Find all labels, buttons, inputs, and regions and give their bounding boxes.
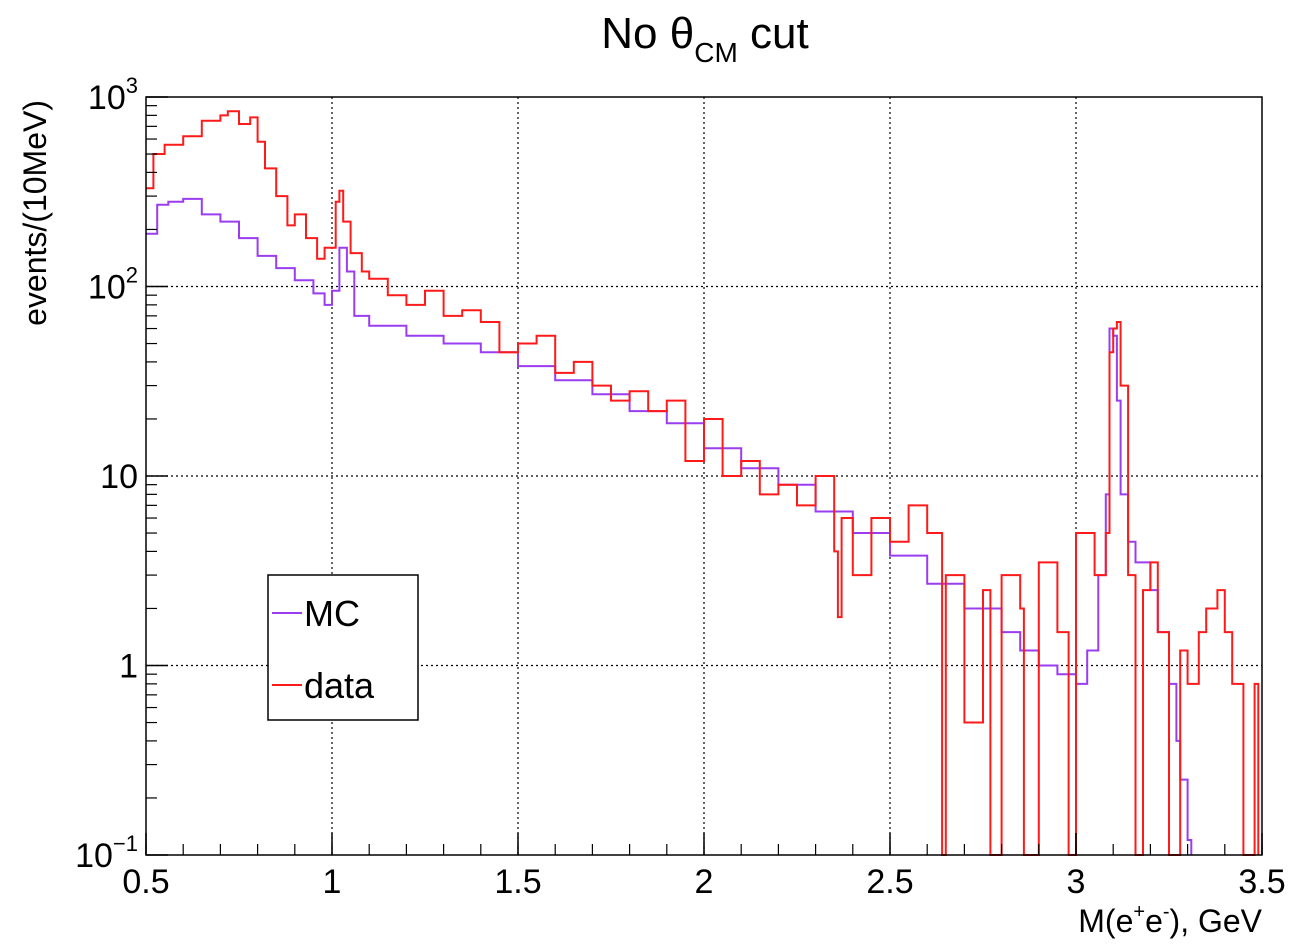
chart-title-main: No θ: [601, 9, 694, 58]
x-tick-label: 0.5: [122, 863, 169, 901]
y-tick-label: 102: [88, 263, 138, 307]
series-line-mc: [146, 197, 1193, 855]
chart-title-subscript: CM: [694, 37, 738, 68]
x-tick-label: 2: [695, 863, 714, 901]
x-axis-title: M(e+e-), GeV: [1078, 901, 1262, 939]
plot-frame: [145, 96, 1263, 856]
x-axis-title-sup2: -: [1163, 901, 1170, 923]
x-tick-label: 1.5: [494, 863, 541, 901]
x-tick-label: 2.5: [866, 863, 913, 901]
y-tick-label: 1: [119, 648, 138, 686]
x-axis-title-mid: e: [1145, 903, 1163, 939]
y-axis-title: events/(10MeV): [17, 100, 53, 326]
y-tick-label: 103: [88, 73, 138, 117]
series-line-data: [146, 110, 1260, 856]
legend-data-label: data: [304, 665, 375, 706]
x-axis-title-pre: M(e: [1078, 903, 1133, 939]
y-tick-label: 10: [100, 458, 138, 496]
x-axis-title-sup1: +: [1133, 901, 1145, 923]
legend-mc-label: MC: [304, 593, 360, 634]
legend: MC data: [267, 574, 419, 721]
x-tick-label: 3: [1067, 863, 1086, 901]
chart-title-rest: cut: [738, 9, 809, 58]
x-tick-label: 3.5: [1238, 863, 1285, 901]
series-layer: [146, 110, 1260, 856]
x-tick-label: 1: [323, 863, 342, 901]
x-axis-title-post: ), GeV: [1170, 903, 1263, 939]
legend-box: [267, 574, 419, 721]
y-tick-label: 10−1: [75, 831, 138, 875]
grid-lines: [146, 97, 1262, 855]
chart-title: No θCM cut: [601, 9, 808, 68]
